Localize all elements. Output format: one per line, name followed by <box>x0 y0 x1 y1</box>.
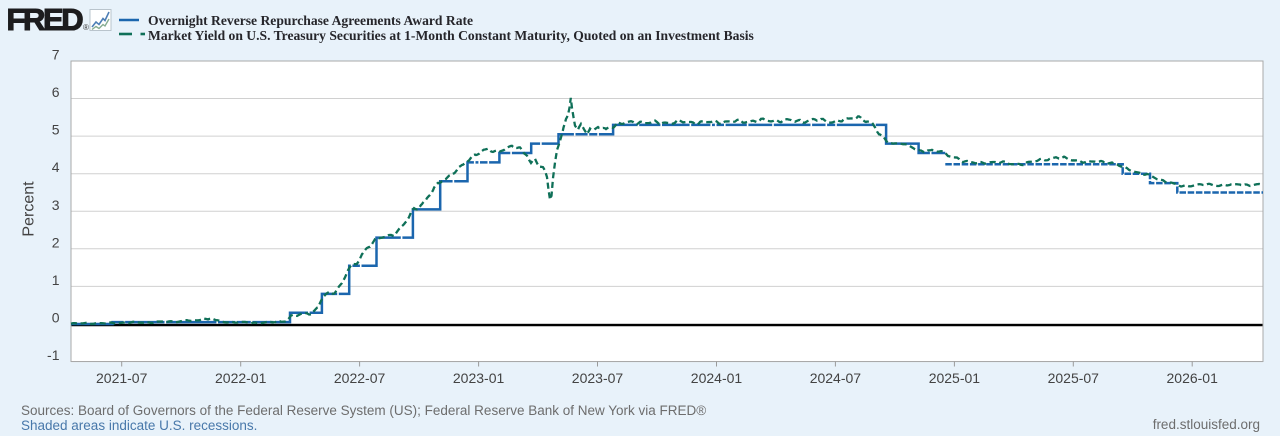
svg-text:2025-01: 2025-01 <box>929 370 981 386</box>
svg-text:2: 2 <box>52 234 60 250</box>
svg-text:3: 3 <box>52 197 60 213</box>
svg-text:6: 6 <box>52 84 60 100</box>
svg-text:2024-01: 2024-01 <box>691 370 743 386</box>
svg-text:7: 7 <box>52 47 60 63</box>
svg-text:2026-01: 2026-01 <box>1167 370 1219 386</box>
svg-text:2022-01: 2022-01 <box>215 370 267 386</box>
svg-text:4: 4 <box>52 159 60 175</box>
svg-text:2024-07: 2024-07 <box>810 370 862 386</box>
svg-text:2021-07: 2021-07 <box>96 370 148 386</box>
svg-text:0: 0 <box>52 310 60 326</box>
svg-text:1: 1 <box>52 272 60 288</box>
svg-text:2023-01: 2023-01 <box>453 370 505 386</box>
svg-text:5: 5 <box>52 122 60 138</box>
svg-text:2022-07: 2022-07 <box>334 370 386 386</box>
svg-text:Percent: Percent <box>21 181 38 237</box>
svg-text:-1: -1 <box>47 347 60 363</box>
svg-text:2023-07: 2023-07 <box>572 370 624 386</box>
svg-text:2025-07: 2025-07 <box>1048 370 1100 386</box>
